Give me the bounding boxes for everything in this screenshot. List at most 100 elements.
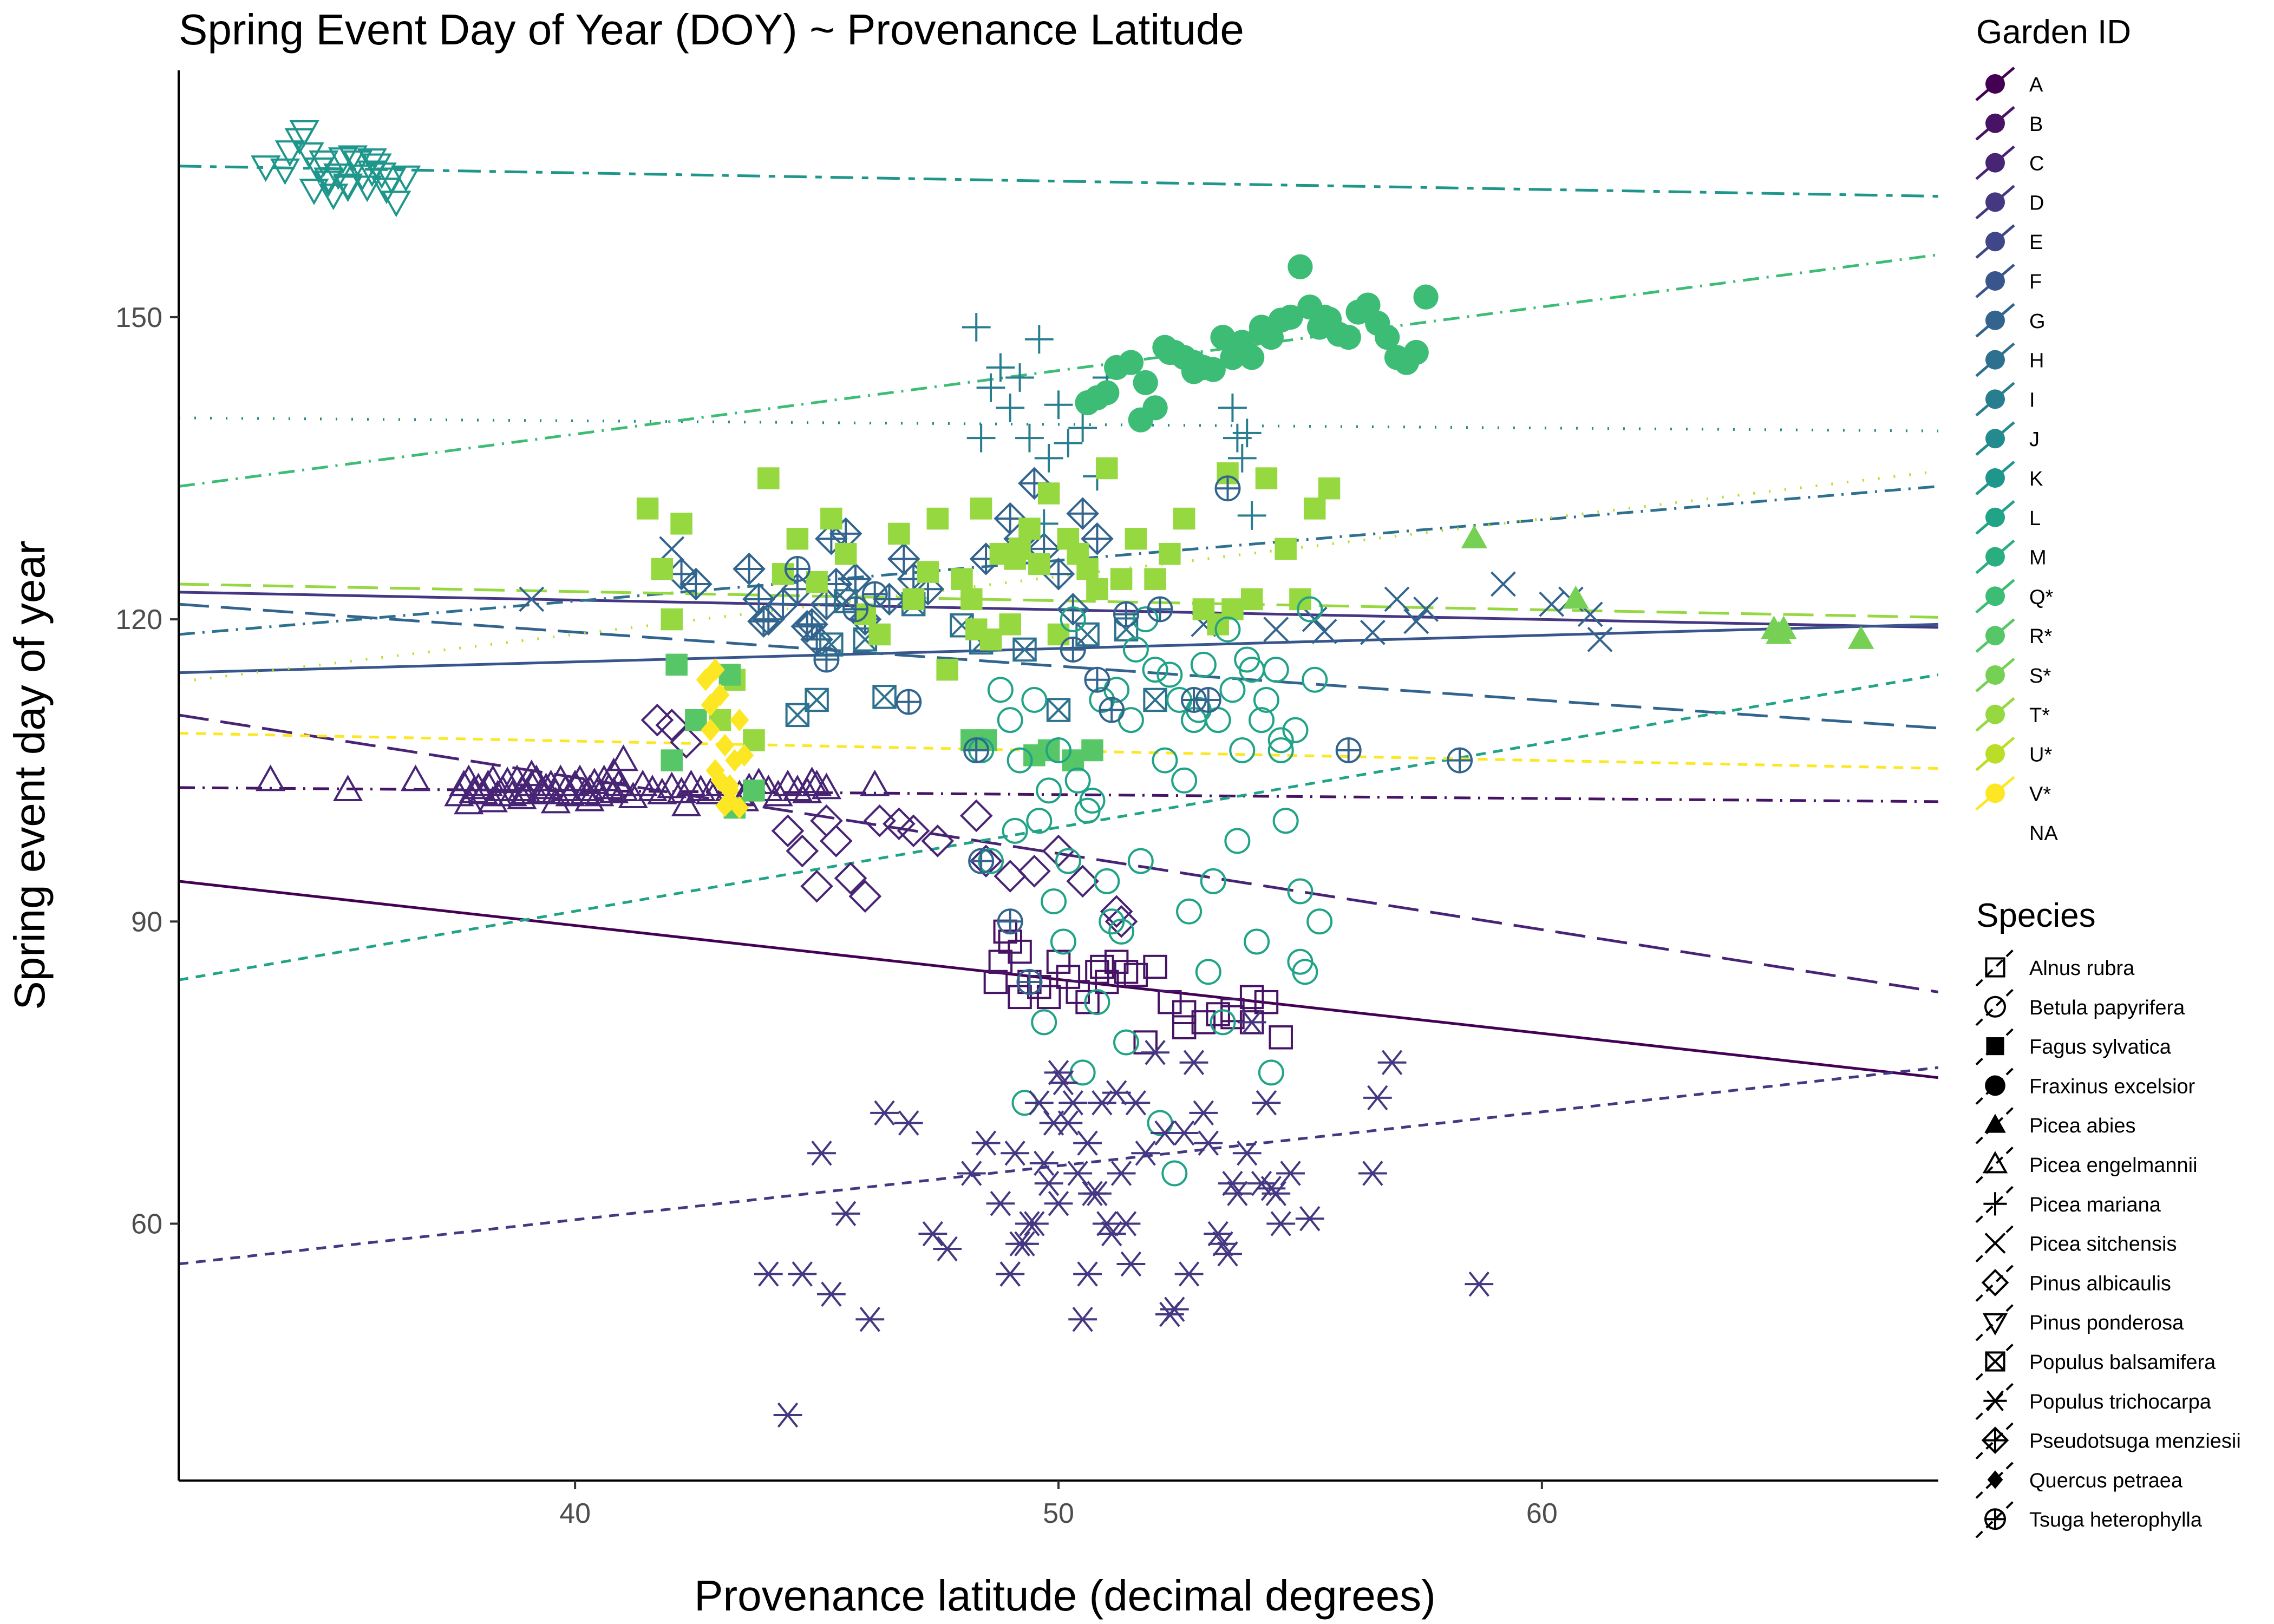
data-point-fagus-sylvatica xyxy=(1125,527,1147,550)
species-legend-label: Populus balsamifera xyxy=(2029,1351,2216,1374)
garden-legend-item: S* xyxy=(1975,658,2051,692)
garden-legend-key xyxy=(1985,665,2005,685)
data-point-populus-trichocarpa xyxy=(1174,1261,1204,1287)
garden-legend-label: B xyxy=(2029,113,2043,136)
data-point-fagus-sylvatica xyxy=(820,507,842,530)
data-point-picea-engelmannii xyxy=(594,772,624,800)
data-point-fraxinus-excelsior xyxy=(1118,350,1144,375)
species-legend-line xyxy=(1975,1499,2015,1538)
species-legend-line xyxy=(1975,1027,2015,1066)
data-point-tsuga-heterophylla xyxy=(1195,686,1221,713)
data-point-populus-trichocarpa xyxy=(1377,1050,1407,1076)
garden-legend-key xyxy=(1985,113,2005,133)
data-point-tsuga-heterophylla xyxy=(968,848,995,874)
data-point-betula-papyrifera xyxy=(1229,737,1256,763)
data-point-betula-papyrifera xyxy=(1055,848,1081,874)
data-point-populus-trichocarpa xyxy=(807,1141,836,1166)
species-legend-label: Picea abies xyxy=(2029,1115,2135,1137)
data-point-populus-trichocarpa xyxy=(1358,1161,1387,1186)
data-point-picea-abies xyxy=(1563,585,1589,609)
data-point-populus-trichocarpa xyxy=(1194,1130,1223,1156)
data-point-fagus-sylvatica xyxy=(917,561,939,583)
garden-legend-item: L xyxy=(1975,500,2041,535)
garden-legend-label: A xyxy=(2029,74,2043,96)
data-point-picea-engelmannii xyxy=(256,764,286,791)
data-point-picea-engelmannii xyxy=(695,777,726,804)
data-point-fagus-sylvatica xyxy=(806,571,828,593)
data-point-populus-balsamifera xyxy=(819,632,844,657)
data-point-tsuga-heterophylla xyxy=(1113,601,1139,627)
data-point-tsuga-heterophylla xyxy=(1099,697,1125,723)
data-point-picea-mariana xyxy=(1015,423,1044,453)
data-point-quercus-petraea xyxy=(720,779,740,802)
data-point-picea-engelmannii xyxy=(400,764,431,791)
data-point-betula-papyrifera xyxy=(1214,616,1241,643)
data-point-populus-trichocarpa xyxy=(1295,1206,1324,1232)
data-point-betula-papyrifera xyxy=(1050,928,1076,955)
data-point-picea-mariana xyxy=(1034,443,1063,473)
species-legend-item: Picea engelmannii xyxy=(1975,1145,2198,1184)
data-point-alnus-rubra xyxy=(1056,965,1081,989)
species-legend-label: Picea mariana xyxy=(2029,1194,2161,1216)
species-legend-item: Picea abies xyxy=(1975,1105,2135,1144)
trend-line-a-0 xyxy=(179,880,1938,1079)
data-point-fagus-sylvatica xyxy=(1159,542,1181,565)
data-point-fagus-sylvatica xyxy=(1318,477,1341,500)
data-point-fraxinus-excelsior xyxy=(1249,319,1275,345)
data-point-fagus-sylvatica xyxy=(670,513,692,535)
data-point-populus-trichocarpa xyxy=(1078,1181,1107,1206)
data-point-populus-trichocarpa xyxy=(1252,1090,1281,1116)
garden-legend-item: C xyxy=(1975,145,2044,180)
species-legend-title: Species xyxy=(1976,897,2096,934)
data-point-pinus-albicaulis xyxy=(959,799,993,833)
data-point-populus-trichocarpa xyxy=(1189,1100,1218,1126)
data-point-betula-papyrifera xyxy=(1026,808,1053,834)
garden-legend-item: Q* xyxy=(1975,579,2054,614)
data-point-fagus-sylvatica xyxy=(1289,588,1311,611)
data-point-tsuga-heterophylla xyxy=(842,596,868,623)
data-point-picea-engelmannii xyxy=(482,780,513,807)
data-point-pinus-albicaulis xyxy=(800,869,833,903)
species-legend-label: Populus trichocarpa xyxy=(2029,1391,2212,1413)
data-point-populus-trichocarpa xyxy=(1131,1141,1160,1166)
data-point-alnus-rubra xyxy=(1269,1025,1293,1050)
data-point-populus-trichocarpa xyxy=(754,1261,783,1287)
data-point-picea-engelmannii xyxy=(782,775,813,802)
data-point-alnus-rubra xyxy=(1172,1015,1197,1039)
data-point-populus-trichocarpa xyxy=(1213,1241,1242,1267)
data-point-fagus-sylvatica xyxy=(1303,497,1326,520)
garden-legend-key xyxy=(1985,468,2005,488)
data-point-fraxinus-excelsior xyxy=(1239,345,1265,370)
data-point-fagus-sylvatica xyxy=(960,588,983,611)
data-point-betula-papyrifera xyxy=(1210,1009,1236,1036)
data-point-pinus-ponderosa xyxy=(332,173,363,200)
species-legend-line xyxy=(1975,1105,2015,1144)
species-legend-line xyxy=(1975,1302,2015,1341)
species-legend-key xyxy=(1985,1075,2005,1096)
data-point-quercus-petraea xyxy=(715,734,735,757)
data-point-tsuga-heterophylla xyxy=(784,556,811,582)
data-point-pinus-ponderosa xyxy=(313,167,344,194)
data-point-pinus-albicaulis xyxy=(883,807,916,841)
data-point-betula-papyrifera xyxy=(1045,737,1071,763)
data-point-picea-engelmannii xyxy=(797,767,827,794)
garden-legend-label: C xyxy=(2029,153,2044,175)
data-point-pinus-ponderosa xyxy=(289,120,319,147)
garden-legend-key xyxy=(1985,429,2005,449)
garden-legend-item: J xyxy=(1975,421,2040,456)
garden-legend-key xyxy=(1985,271,2005,291)
data-point-pinus-ponderosa xyxy=(367,162,397,189)
data-point-fagus-sylvatica xyxy=(1173,507,1195,530)
garden-legend-label: E xyxy=(2029,231,2043,254)
species-legend-key xyxy=(1986,1037,2004,1056)
garden-legend-label: K xyxy=(2029,468,2043,490)
species-legend-label: Pinus ponderosa xyxy=(2029,1312,2184,1334)
data-point-fraxinus-excelsior xyxy=(1288,254,1313,279)
data-point-alnus-rubra xyxy=(1143,954,1167,979)
species-legend-item: Quercus petraea xyxy=(1975,1460,2183,1499)
data-point-populus-trichocarpa xyxy=(971,1130,1001,1156)
data-point-betula-papyrifera xyxy=(1094,868,1120,894)
data-point-populus-trichocarpa xyxy=(1068,1307,1097,1332)
species-legend-key xyxy=(1984,1508,2006,1530)
data-point-pseudotsuga-menziesii xyxy=(839,562,872,595)
